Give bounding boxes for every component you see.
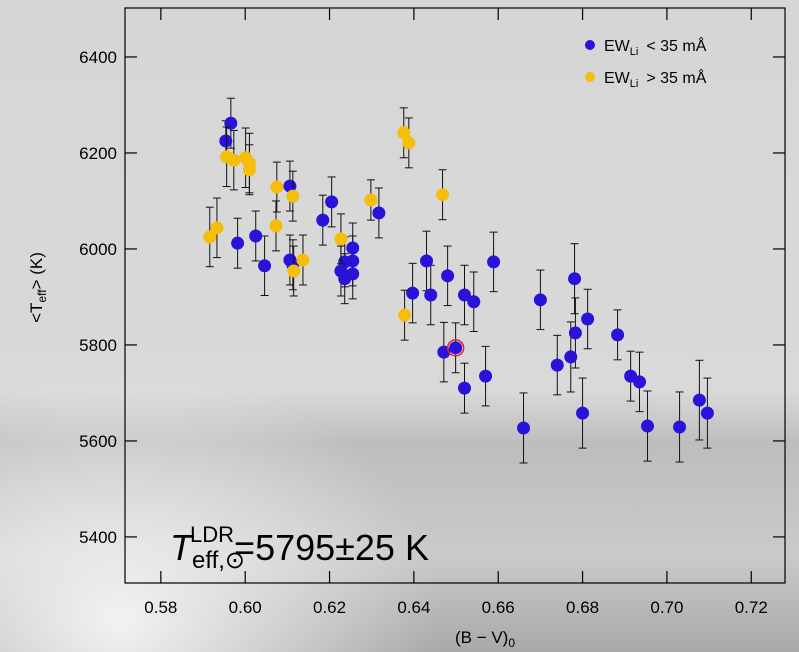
legend-label: EWLi < 35 mÅ	[604, 36, 707, 58]
data-point	[550, 358, 564, 372]
data-point	[633, 375, 647, 389]
annotation-sub: eff,⊙	[192, 547, 245, 574]
x-tick-label: 0.70	[650, 598, 683, 617]
legend-label-suffix: > 35 mÅ	[646, 68, 706, 87]
data-point	[457, 381, 471, 395]
y-tick-label: 6200	[79, 144, 117, 163]
data-point	[249, 229, 263, 243]
data-point	[346, 241, 360, 255]
x-tick-label: 0.64	[397, 598, 430, 617]
legend-marker	[585, 40, 595, 50]
data-point	[611, 328, 625, 342]
legend-marker	[585, 72, 595, 82]
legend-label: EWLi > 35 mÅ	[604, 68, 707, 90]
data-point	[242, 163, 256, 177]
y-axis-label: <Teff> (K)	[27, 252, 49, 323]
x-axis-label: (B − V)0	[455, 628, 515, 650]
data-point	[210, 221, 224, 235]
data-point	[581, 312, 595, 326]
annotation-symbol: T	[170, 527, 195, 568]
y-tick-label: 6400	[79, 48, 117, 67]
data-point	[436, 188, 450, 202]
x-axis-label-text: (B − V)	[455, 628, 508, 647]
x-tick-label: 0.72	[735, 598, 768, 617]
data-point	[346, 254, 360, 268]
data-point	[564, 350, 578, 364]
y-tick-label: 5800	[79, 336, 117, 355]
legend-label-sub: Li	[630, 46, 639, 58]
annotation-text: =5795±25 K	[234, 527, 429, 568]
data-point	[441, 269, 455, 283]
y-axis-label-suffix: > (K)	[27, 252, 46, 289]
data-point	[219, 134, 233, 148]
x-tick-label: 0.58	[144, 598, 177, 617]
data-point	[203, 230, 217, 244]
annotation: Teff,⊙LDR=5795±25 K	[170, 522, 429, 574]
data-point	[316, 213, 330, 227]
data-point	[224, 116, 238, 130]
data-point	[231, 236, 245, 250]
data-point	[692, 393, 706, 407]
data-point	[457, 288, 471, 302]
data-point	[517, 421, 531, 435]
legend-label-sub: Li	[630, 78, 639, 90]
data-point	[402, 136, 416, 150]
x-axis-label-sub: 0	[508, 636, 515, 650]
x-tick-label: 0.66	[482, 598, 515, 617]
data-point	[325, 195, 339, 209]
data-point	[258, 259, 272, 273]
y-axis-label-text: <T	[27, 303, 46, 323]
x-tick-label: 0.62	[313, 598, 346, 617]
x-tick-label: 0.68	[566, 598, 599, 617]
data-point	[398, 308, 412, 322]
data-point	[487, 255, 501, 269]
data-point	[700, 406, 714, 420]
data-point	[406, 286, 420, 300]
data-point	[576, 406, 590, 420]
data-point	[420, 254, 434, 268]
data-point	[227, 153, 241, 167]
data-point	[270, 180, 284, 194]
data-point	[673, 420, 687, 434]
data-point	[364, 193, 378, 207]
data-point	[424, 288, 438, 302]
data-point	[467, 295, 481, 309]
data-point	[641, 419, 655, 433]
legend-label-name: EW	[604, 38, 631, 55]
highlight-marker	[446, 339, 465, 357]
data-point	[287, 264, 301, 278]
x-tick-label: 0.60	[229, 598, 262, 617]
data-point	[269, 219, 283, 233]
data-point	[397, 126, 411, 140]
y-tick-label: 5600	[79, 432, 117, 451]
plot-frame	[124, 7, 786, 584]
data-point	[334, 232, 348, 246]
legend-label-suffix: < 35 mÅ	[646, 36, 706, 55]
y-tick-label: 5400	[79, 528, 117, 547]
y-tick-label: 6000	[79, 240, 117, 259]
data-point	[568, 326, 582, 340]
data-point	[346, 267, 360, 281]
data-point	[479, 369, 493, 383]
plot-area: 0.58 0.60 0.62 0.64 0.66 0.68 0.70 0.72 5400 5600…	[27, 7, 786, 650]
y-axis-label-sub: eff	[35, 289, 49, 303]
data-point	[449, 341, 463, 355]
data-point	[533, 293, 547, 307]
data-point	[296, 253, 310, 267]
legend-label-name: EW	[604, 70, 631, 87]
annotation-sup: LDR	[190, 522, 234, 547]
data-point	[372, 206, 386, 220]
data-point	[568, 272, 582, 286]
data-point	[286, 189, 300, 203]
